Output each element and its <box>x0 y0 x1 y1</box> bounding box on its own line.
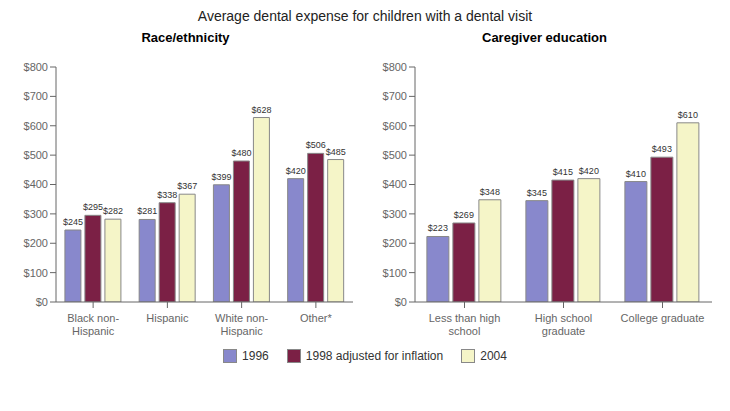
html-text:Race/ethnicity: Race/ethnicity <box>141 30 230 45</box>
svg-text:$480: $480 <box>231 148 251 158</box>
svg-text:White non-Hispanic: White non-Hispanic <box>215 312 269 337</box>
svg-text:$399: $399 <box>211 172 231 182</box>
svg-text:$338: $338 <box>157 190 177 200</box>
svg-text:$415: $415 <box>553 167 573 177</box>
svg-text:$500: $500 <box>24 149 48 161</box>
svg-text:$200: $200 <box>383 237 407 249</box>
svg-text:$269: $269 <box>454 210 474 220</box>
html-text:Average dental expense for chi: Average dental expense for children with… <box>197 8 533 24</box>
svg-text:$282: $282 <box>103 206 123 216</box>
svg-text:$223: $223 <box>428 223 448 233</box>
svg-text:Black non-Hispanic: Black non-Hispanic <box>67 312 119 337</box>
svg-text:$367: $367 <box>177 181 197 191</box>
svg-text:$500: $500 <box>383 149 407 161</box>
svg-text:$628: $628 <box>251 105 271 115</box>
svg-text:$600: $600 <box>383 120 407 132</box>
svg-text:$295: $295 <box>83 202 103 212</box>
svg-text:$506: $506 <box>306 140 326 150</box>
svg-text:$600: $600 <box>24 120 48 132</box>
svg-text:$100: $100 <box>24 267 48 279</box>
svg-text:$610: $610 <box>678 110 698 120</box>
svg-text:Hispanic: Hispanic <box>146 312 189 324</box>
svg-text:$700: $700 <box>24 90 48 102</box>
svg-text:$485: $485 <box>326 147 346 157</box>
svg-text:$700: $700 <box>383 90 407 102</box>
svg-text:$345: $345 <box>527 188 547 198</box>
svg-text:$400: $400 <box>24 178 48 190</box>
svg-text:$200: $200 <box>24 237 48 249</box>
svg-text:Less than highschool: Less than highschool <box>429 312 501 337</box>
svg-text:$800: $800 <box>383 61 407 73</box>
svg-text:$245: $245 <box>63 217 83 227</box>
svg-text:$410: $410 <box>626 169 646 179</box>
svg-text:$420: $420 <box>286 166 306 176</box>
svg-text:$300: $300 <box>383 208 407 220</box>
svg-text:$0: $0 <box>36 296 48 308</box>
svg-text:$800: $800 <box>24 61 48 73</box>
svg-text:$400: $400 <box>383 178 407 190</box>
html-text:1998 adjusted for inflation: 1998 adjusted for inflation <box>305 349 444 363</box>
svg-text:$281: $281 <box>137 206 157 216</box>
html-text:1996: 1996 <box>242 349 269 363</box>
svg-text:College graduate: College graduate <box>621 312 705 324</box>
svg-text:$348: $348 <box>480 187 500 197</box>
svg-text:$100: $100 <box>383 267 407 279</box>
svg-text:$493: $493 <box>652 144 672 154</box>
svg-text:$300: $300 <box>24 208 48 220</box>
html-text:Caregiver education: Caregiver education <box>482 30 607 45</box>
svg-text:Other*: Other* <box>300 312 333 324</box>
html-text:2004: 2004 <box>480 349 507 363</box>
svg-text:High schoolgraduate: High schoolgraduate <box>535 312 592 337</box>
svg-text:$420: $420 <box>579 166 599 176</box>
svg-text:$0: $0 <box>395 296 407 308</box>
